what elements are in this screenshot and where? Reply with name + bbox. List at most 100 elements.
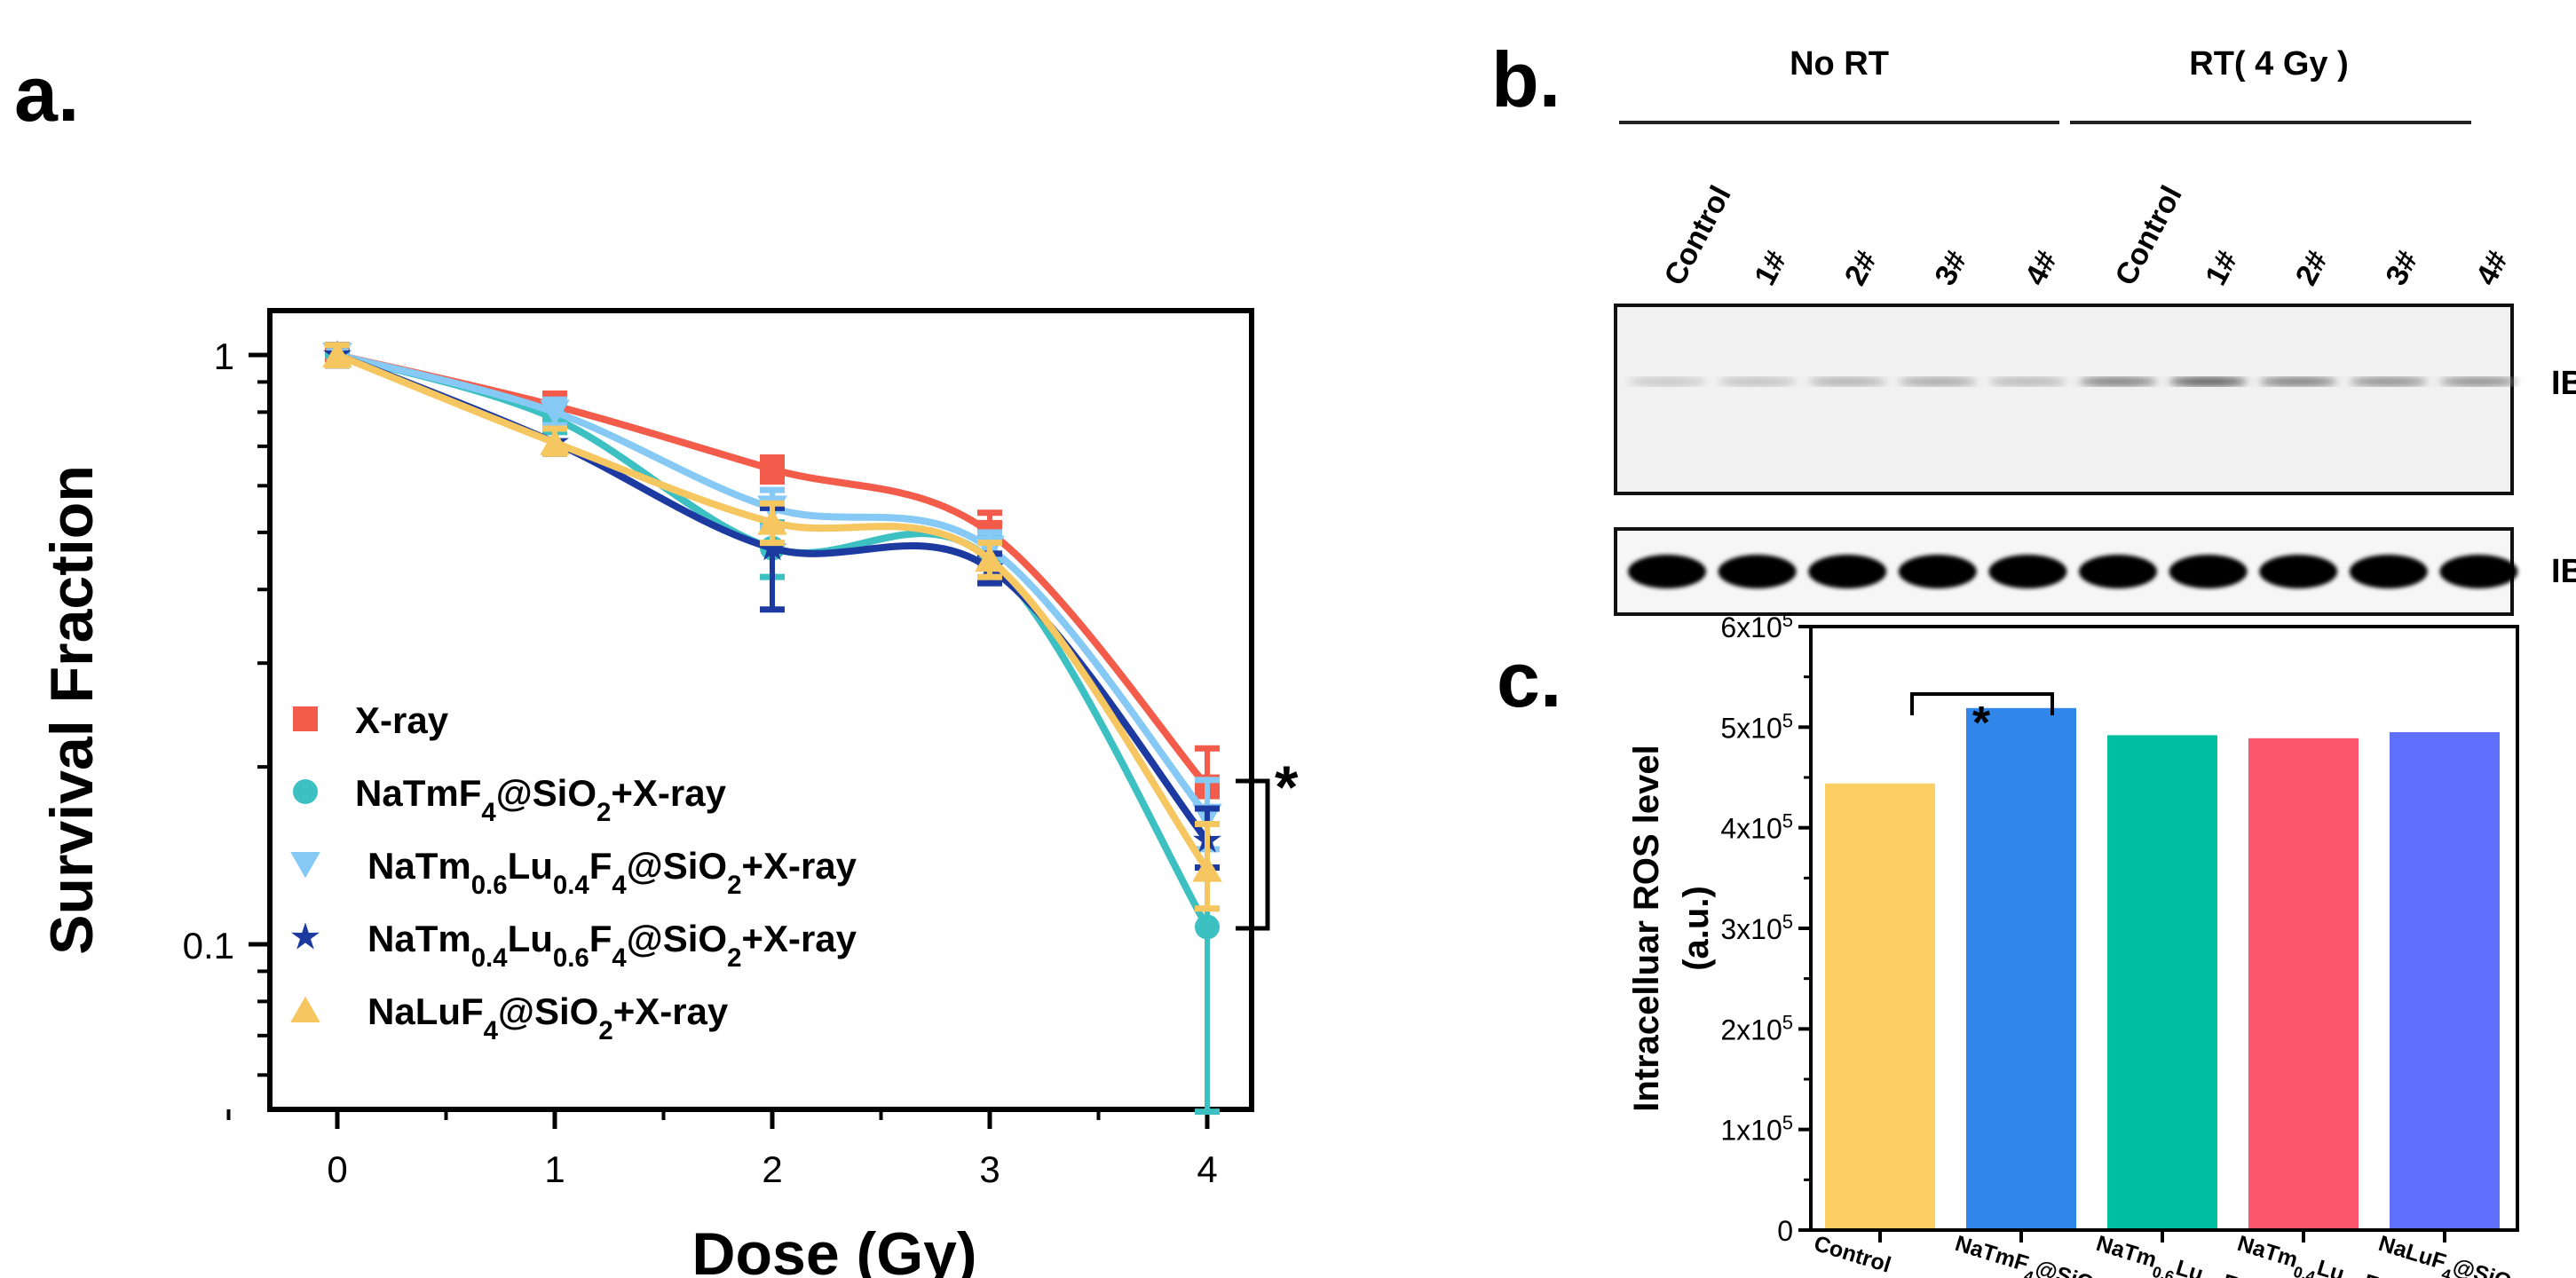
y-tick-label: 0.1 [183, 925, 234, 966]
x-axis: 0 1 2 3 4 [226, 1109, 1218, 1190]
lane-labels: Control 1# 2# 3# 4# Control 1# 2# 3# 4# [1658, 180, 2516, 291]
bar-significance-star: * [1972, 698, 1991, 749]
bar-y-tick-label: 2x105 [1720, 1011, 1793, 1046]
blot-band [2079, 377, 2157, 386]
blot-band [2259, 555, 2338, 588]
bar-x-axis: ControlNaTmF4@SiO2NaTm0.6Lu0.4F4@SiO2NaT… [1811, 1230, 2523, 1278]
series-4 [322, 341, 1222, 912]
bar-y-tick-label: 4x105 [1720, 809, 1793, 845]
bar-y-tick-label: 5x105 [1720, 709, 1793, 745]
bar-y-tick-label: 1x105 [1720, 1111, 1793, 1147]
significance-star: * [1275, 753, 1299, 821]
fit-line [336, 351, 1211, 872]
blot-band [2349, 377, 2428, 386]
bar-2 [2107, 735, 2217, 1230]
data-point [1195, 914, 1220, 940]
blot-frame [1614, 304, 2514, 495]
bar-significance-bracket [1910, 692, 2054, 715]
blot-band [1628, 555, 1706, 588]
bar-0 [1825, 783, 1935, 1230]
data-point [322, 341, 352, 367]
blot-gamma-h2ax: IB γH2AX [1614, 304, 2576, 495]
blot-band [1898, 555, 1977, 588]
lane-label: Control [2109, 180, 2189, 291]
legend-label: NaLuF4@SiO2+X-ray [367, 990, 729, 1045]
tick-exponent: 5 [1782, 1111, 1793, 1133]
data-point [758, 533, 786, 561]
group-label-no-rt: No RT [1790, 45, 1889, 83]
plot-area [322, 340, 1222, 1116]
bar-x-tick-label: NaTmF4@SiO2 [1950, 1231, 2106, 1278]
tick-base: 3x10 [1720, 913, 1782, 945]
legend-item: NaTmF4@SiO2+X-ray [293, 772, 727, 827]
legend-label: NaTm0.4Lu0.6F4@SiO2+X-ray [367, 918, 857, 973]
blot-band [2079, 555, 2157, 588]
tick-base: 6x10 [1720, 611, 1782, 643]
tick-exponent: 5 [1782, 1011, 1793, 1033]
bar-plot-area [1825, 707, 2500, 1230]
data-point [757, 509, 787, 535]
lane-label: 1# [1748, 245, 1793, 290]
legend-marker [291, 922, 320, 950]
blots: IB γH2AX IB β-actin [1614, 304, 2576, 616]
tick-base: 5x10 [1720, 712, 1782, 744]
legend-item: NaLuF4@SiO2+X-ray [290, 990, 729, 1045]
tick-base: 2x10 [1720, 1014, 1782, 1045]
bar-y-tick-label: 6x105 [1720, 609, 1793, 644]
legend-label: NaTm0.6Lu0.4F4@SiO2+X-ray [367, 845, 857, 900]
lane-label: Control [1658, 180, 1738, 291]
lane-label: 2# [1838, 245, 1884, 290]
data-point [975, 545, 1005, 572]
blot-band [1718, 555, 1797, 588]
blot-label: IB γH2AX [2551, 365, 2576, 402]
lane-label: 3# [2379, 245, 2424, 290]
blot-band [2439, 555, 2518, 588]
bar-y-axis-unit: (a.u.) [1677, 886, 1716, 971]
lane-label: 3# [1928, 245, 1973, 290]
data-point [540, 399, 570, 426]
legend-marker [293, 779, 318, 804]
x-tick-label: 4 [1197, 1148, 1217, 1190]
legend-marker [290, 996, 320, 1022]
blot-band [1808, 377, 1887, 386]
bar-y-axis-title: Intracelluar ROS level [1627, 745, 1666, 1112]
bar-4 [2390, 732, 2500, 1230]
tick-base: 0 [1777, 1215, 1793, 1247]
blot-band [2439, 377, 2518, 386]
legend-label: X-ray [355, 699, 449, 741]
tick-base: 1x10 [1720, 1115, 1782, 1147]
blot-band [1988, 555, 2067, 588]
fit-line [336, 351, 1211, 819]
tick-exponent: 5 [1782, 709, 1793, 731]
group-label-rt: RT( 4 Gy ) [2189, 45, 2348, 83]
legend-marker [290, 852, 320, 879]
x-axis-title: Dose (Gy) [691, 1220, 976, 1278]
bar-y-tick-label: 0 [1777, 1215, 1793, 1247]
panel-a-letter: a. [14, 50, 79, 138]
lane-label: 4# [2469, 245, 2515, 290]
blot-band [1898, 377, 1977, 386]
legend-item: NaTm0.4Lu0.6F4@SiO2+X-ray [291, 918, 857, 973]
data-point [1192, 856, 1222, 882]
blot-band [1718, 377, 1797, 386]
bar-x-tick-label: NaLuF4@SiO2 [2374, 1231, 2523, 1278]
blot-band [2169, 377, 2248, 386]
significance-bracket [1236, 778, 1270, 931]
blot-band [1628, 377, 1706, 386]
lane-label: 2# [2289, 245, 2335, 290]
tick-base: 4x10 [1720, 813, 1782, 845]
panel-b-letter: b. [1491, 36, 1561, 123]
y-axis-title: Survival Fraction [38, 465, 106, 955]
legend: X-ray NaTmF4@SiO2+X-ray NaTm0.6Lu0.4F4@SiO… [290, 699, 857, 1045]
data-point [540, 429, 570, 455]
x-tick-label: 1 [544, 1148, 565, 1190]
blot-beta-actin: IB β-actin [1614, 527, 2576, 616]
tick-exponent: 5 [1782, 809, 1793, 832]
blot-band [1988, 377, 2067, 386]
x-tick-label: 0 [327, 1148, 347, 1190]
lane-label: 4# [2019, 245, 2064, 290]
